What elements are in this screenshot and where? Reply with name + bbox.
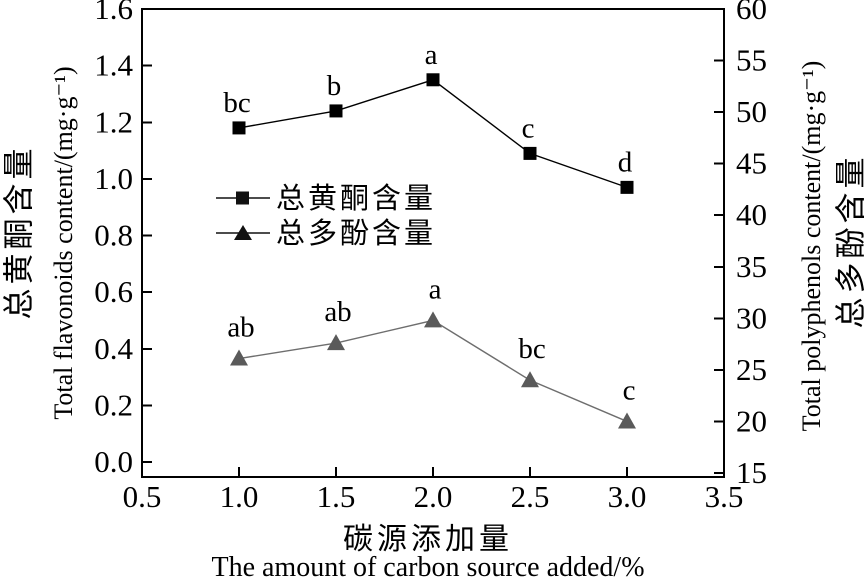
- x-axis-title-en: The amount of carbon source added/%: [211, 552, 645, 583]
- legend-triangle-marker: [234, 225, 252, 240]
- x-axis-tick-label: 1.0: [220, 479, 259, 514]
- data-point-square: [329, 104, 343, 118]
- left-axis-tick-label: 1.4: [94, 48, 133, 83]
- data-point-square: [232, 121, 246, 135]
- data-point-triangle: [327, 334, 345, 351]
- right-axis-tick-label: 60: [736, 0, 767, 26]
- legend-square-marker: [236, 191, 249, 205]
- left-axis-tick-label: 1.0: [94, 161, 133, 196]
- right-axis-tick-label: 20: [736, 403, 767, 438]
- legend-label: 总多酚含量: [276, 217, 436, 250]
- right-axis-tick-label: 40: [736, 197, 767, 232]
- x-axis-tick-label: 2.5: [511, 479, 550, 514]
- data-point-square: [523, 146, 537, 160]
- point-label: ab: [324, 296, 351, 328]
- x-axis-tick-label: 2.0: [414, 479, 453, 514]
- point-label: d: [618, 146, 633, 178]
- legend-label: 总黄酮含量: [276, 182, 436, 215]
- right-axis-tick-label: 35: [736, 249, 767, 284]
- data-point-triangle: [618, 412, 636, 429]
- right-axis-tick-label: 50: [736, 94, 767, 129]
- x-axis-tick-label: 3.0: [608, 479, 647, 514]
- series-line-square: [238, 79, 628, 189]
- right-axis-tick-label: 45: [736, 146, 767, 181]
- data-point-triangle: [230, 349, 248, 366]
- left-axis-tick-label: 1.6: [94, 0, 133, 26]
- left-axis-tick-label: 0.4: [94, 331, 133, 366]
- point-label: bc: [518, 333, 545, 365]
- point-label: a: [429, 273, 442, 305]
- left-axis-tick-label: 0.6: [94, 274, 133, 309]
- data-point-triangle: [424, 311, 442, 328]
- x-axis-title-zh: 碳源添加量: [343, 523, 513, 556]
- left-axis-tick-label: 0.0: [94, 444, 133, 479]
- left-axis-tick-label: 1.2: [94, 104, 133, 139]
- right-axis-tick-label: 55: [736, 43, 767, 78]
- point-label: ab: [227, 312, 254, 344]
- right-axis-tick-label: 30: [736, 300, 767, 335]
- data-point-triangle: [521, 371, 539, 388]
- x-axis-tick-label: 0.5: [123, 479, 162, 514]
- right-axis-tick-label: 25: [736, 352, 767, 387]
- x-axis-tick-label: 3.5: [705, 479, 744, 514]
- left-axis-tick-label: 0.2: [94, 387, 133, 422]
- point-label: b: [327, 70, 342, 102]
- data-point-square: [426, 73, 440, 87]
- series-line-triangle: [238, 319, 628, 423]
- left-axis-tick-label: 0.8: [94, 218, 133, 253]
- point-label: c: [522, 112, 535, 144]
- point-label: c: [623, 374, 636, 406]
- data-point-square: [620, 180, 634, 194]
- point-label: bc: [223, 87, 250, 119]
- x-axis-tick-label: 1.5: [317, 479, 356, 514]
- right-axis-tick-label: 15: [736, 455, 767, 490]
- point-label: a: [425, 39, 438, 71]
